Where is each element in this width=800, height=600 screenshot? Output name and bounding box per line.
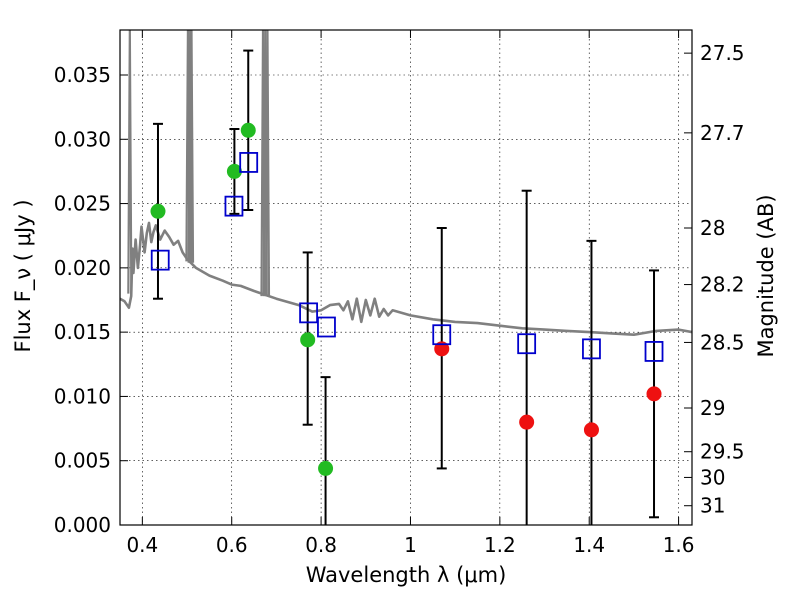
data-point-circle	[300, 332, 316, 348]
right-tick-label: 28.2	[700, 273, 745, 297]
model-point-square	[517, 333, 537, 355]
x-tick-label: 0.6	[216, 533, 248, 557]
spectrum-emission-line	[188, 30, 195, 263]
data-point-circle	[318, 460, 334, 476]
x-tick-label: 1.6	[663, 533, 695, 557]
data-point-circle	[583, 422, 599, 438]
model-point-square	[317, 316, 336, 338]
data-point-circle	[240, 122, 256, 138]
y-tick-label: 0.000	[54, 513, 111, 537]
x-tick-label: 0.8	[305, 533, 337, 557]
model-point-square	[644, 341, 664, 362]
data-point-circle	[150, 203, 166, 219]
y-tick-label: 0.030	[54, 127, 111, 151]
y-axis-title: Flux F_ν ( μJy )	[11, 199, 36, 352]
x-tick-label: 1.2	[484, 533, 516, 557]
y-tick-label: 0.015	[54, 320, 111, 344]
right-tick-label: 27.5	[700, 41, 745, 65]
right-tick-label: 31	[700, 494, 725, 518]
right-tick-label: 29.5	[700, 440, 745, 464]
model-point-square	[224, 195, 244, 217]
axis-ticks: 0.4 0.6 0.8 1 1.2 1.4 1.6 0.000 0.005 0.010 0.015 0…	[54, 30, 745, 557]
right-tick-label: 29	[700, 396, 725, 420]
model-point-square	[299, 302, 318, 324]
x-tick-label: 0.4	[126, 533, 158, 557]
spectrum-emission-line	[127, 30, 133, 294]
right-tick-label: 28.5	[700, 330, 745, 354]
spectrum-emission-line	[264, 30, 271, 297]
right-axis-title: Magnitude (AB)	[754, 194, 778, 357]
data-point-circle	[519, 414, 535, 430]
model-point-square	[582, 338, 601, 360]
right-tick-label: 30	[700, 465, 725, 489]
x-tick-label: 1.4	[573, 533, 605, 557]
model-point-square	[239, 152, 259, 173]
y-tick-label: 0.010	[54, 384, 111, 408]
y-tick-label: 0.025	[54, 192, 111, 216]
spectrum-continuum	[120, 221, 692, 337]
model-point-square	[150, 249, 170, 271]
right-tick-label: 27.7	[700, 121, 745, 145]
x-tick-label: 1	[404, 533, 417, 557]
model-spectrum	[120, 30, 692, 337]
y-tick-label: 0.005	[54, 449, 111, 473]
data-point-circle	[226, 163, 242, 179]
plot-frame	[119, 29, 693, 526]
grid-layer	[120, 30, 692, 526]
data-point-circle	[646, 386, 662, 402]
data-markers	[150, 122, 664, 476]
right-tick-label: 28	[700, 216, 725, 240]
model-point-square	[432, 324, 452, 346]
y-tick-label: 0.035	[54, 63, 111, 87]
x-axis-title: Wavelength λ (μm)	[306, 563, 507, 587]
y-tick-label: 0.020	[54, 256, 111, 280]
